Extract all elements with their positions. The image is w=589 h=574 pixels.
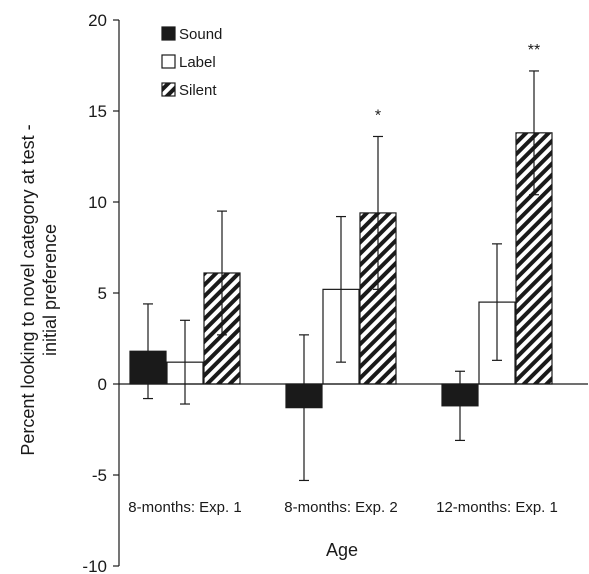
category-labels: 8-months: Exp. 1 8-months: Exp. 2 12-month… <box>128 499 558 516</box>
axes-group <box>118 20 588 566</box>
y-tick-label: 0 <box>98 375 107 394</box>
y-tick-label: 15 <box>88 102 107 121</box>
y-tick-label: 5 <box>98 284 107 303</box>
legend-label-silent: Silent <box>179 82 217 99</box>
y-tick-label: 20 <box>88 11 107 30</box>
category-label: 8-months: Exp. 2 <box>284 499 397 516</box>
x-axis-title: Age <box>326 540 358 560</box>
significance-marker: ** <box>528 42 540 59</box>
y-axis-ticks: -10 -5 0 5 10 15 20 <box>82 11 119 574</box>
error-bars-group <box>143 70 539 482</box>
legend: Sound Label Silent <box>161 26 222 99</box>
y-tick-label: -10 <box>82 557 107 574</box>
y-axis-title: Percent looking to novel category at tes… <box>18 124 60 455</box>
legend-label-sound: Sound <box>179 26 222 43</box>
category-label: 12-months: Exp. 1 <box>436 499 558 516</box>
y-axis-title-line-1: Percent looking to novel category at tes… <box>18 124 38 455</box>
legend-swatch-label <box>161 54 176 69</box>
y-tick-label: -5 <box>92 466 107 485</box>
significance-annotations: *** <box>375 42 540 125</box>
legend-label-label: Label <box>179 54 216 71</box>
legend-swatch-silent <box>161 82 176 97</box>
category-label: 8-months: Exp. 1 <box>128 499 241 516</box>
legend-swatch-sound <box>161 26 176 41</box>
y-axis-title-line-2: initial preference <box>40 224 60 356</box>
y-tick-label: 10 <box>88 193 107 212</box>
significance-marker: * <box>375 107 381 124</box>
